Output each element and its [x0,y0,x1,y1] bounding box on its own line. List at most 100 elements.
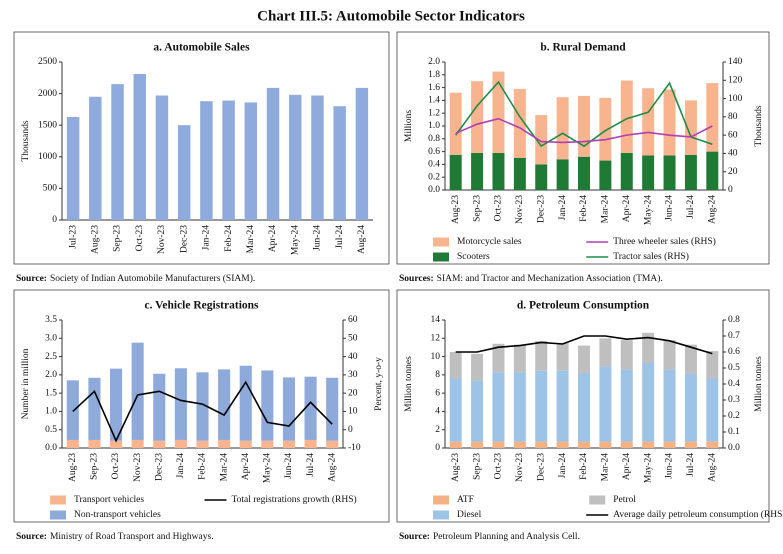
bar-segment [599,338,612,367]
line [72,380,333,443]
y2-tick-label: 0.3 [728,395,740,405]
y2-tick-label: 0 [728,185,733,195]
y-tick-label: 1500 [38,120,57,130]
y-tick-label: 1.6 [428,83,440,93]
source-text: SIAM: and Tractor and Mechanization Asso… [437,273,663,284]
bar-segment [620,340,633,370]
source: Source: Petroleum Planning and Analysis C… [399,532,580,542]
x-tick-label: Aug-24 [357,225,367,254]
bar [111,84,124,221]
x-tick-label: Dec-23 [536,453,546,481]
panel-title: a. Automobile Sales [153,42,250,54]
x-tick-label: Sep-23 [90,453,100,480]
bar [266,87,280,220]
panel-title: c. Vehicle Registrations [144,300,259,312]
y-tick-label: 6 [435,388,440,398]
bar-segment [492,372,505,442]
y-tick-label: 1.0 [45,407,57,417]
y-tick-label: 3.0 [45,333,57,343]
bar-segment [684,344,697,374]
source-text: Ministry of Road Transport and Highways. [50,531,214,542]
y-tick-label: 0.5 [45,425,57,435]
legend-label: Diesel [457,510,482,520]
x-tick-label: Dec-23 [536,195,546,223]
bar-segment [196,372,209,441]
bar-segment [326,440,339,448]
bar [66,116,80,220]
legend-swatch [589,495,606,505]
y2-tick-label: 40 [348,352,358,362]
legend-label: Scooters [457,252,490,262]
bar [177,125,191,220]
y-tick-label: 2.0 [428,57,440,67]
line [455,80,713,148]
y2-tick-label: 140 [728,57,743,67]
bar-segment [706,351,719,379]
x-tick-label: May-24 [263,453,273,483]
y-tick-label: 1.0 [428,121,440,131]
bar-segment [153,373,166,441]
y2-tick-label: 0.5 [728,363,740,373]
y-tick-label: 10 [431,352,441,362]
x-tick-label: Jul-24 [686,453,696,477]
bar [89,96,102,220]
legend-label: Three wheeler sales (RHS) [613,236,716,247]
y-tick-label: 12 [431,333,441,343]
source-label: Source: [16,274,47,284]
x-tick-label: Aug-23 [451,453,461,482]
x-tick-label: May-24 [643,453,653,483]
bar-segment [449,378,462,442]
x-tick-label: Feb-24 [198,453,208,480]
x-tick-label: Aug-23 [451,195,461,224]
y2-tick-label: 0.1 [728,427,740,437]
bar-segment [304,439,317,448]
legend-label: Petrol [613,495,636,505]
line [455,117,713,144]
bar-segment [174,368,187,440]
bar-segment [642,88,655,156]
bar-segment [492,71,505,153]
bar-segment [449,154,462,190]
x-tick-label: Aug-23 [91,225,101,254]
panel [396,31,770,265]
legend-swatch [433,510,449,520]
bar-segment [663,369,676,442]
legend-label: Total registrations growth (RHS) [232,494,357,505]
bar-segment [492,152,505,190]
y2-tick-label: 0.0 [728,443,740,453]
x-tick-label: Oct-23 [494,195,504,222]
y-tick-label: 0.6 [428,147,440,157]
bar-segment [620,441,633,448]
bar [155,95,169,220]
x-tick-label: Dec-23 [179,225,189,253]
bar-segment [663,340,676,370]
y-tick-label: 2.5 [45,352,57,362]
bar-segment [131,342,144,440]
bar-segment [513,441,526,448]
y-tick-label: 0.4 [428,160,440,170]
bar-segment [109,440,123,448]
x-tick-label: Apr-24 [268,225,278,252]
bar-segment [556,441,569,448]
legend-swatch [433,495,449,505]
x-tick-label: Sep-23 [472,453,482,480]
source: Source: Society of Indian Automobile Manu… [16,273,255,284]
bar-segment [513,88,526,158]
y-axis-label: Millions [404,110,414,143]
legend-label: Motorcycle sales [457,237,522,247]
bar-segment [471,380,484,442]
bar-segment [535,441,548,448]
bar-segment [578,345,590,374]
bar-segment [471,81,484,153]
y2-tick-label: 60 [348,315,358,325]
bar-segment [642,441,655,448]
x-tick-label: Feb-24 [579,453,589,480]
bar-segment [282,377,296,441]
panel [396,289,770,523]
y-tick-label: 2 [435,425,440,435]
bar-segment [261,370,274,441]
bar-segment [599,97,612,161]
bar-segment [88,439,101,448]
source-label: Source: [399,532,430,542]
bar-segment [449,92,462,155]
